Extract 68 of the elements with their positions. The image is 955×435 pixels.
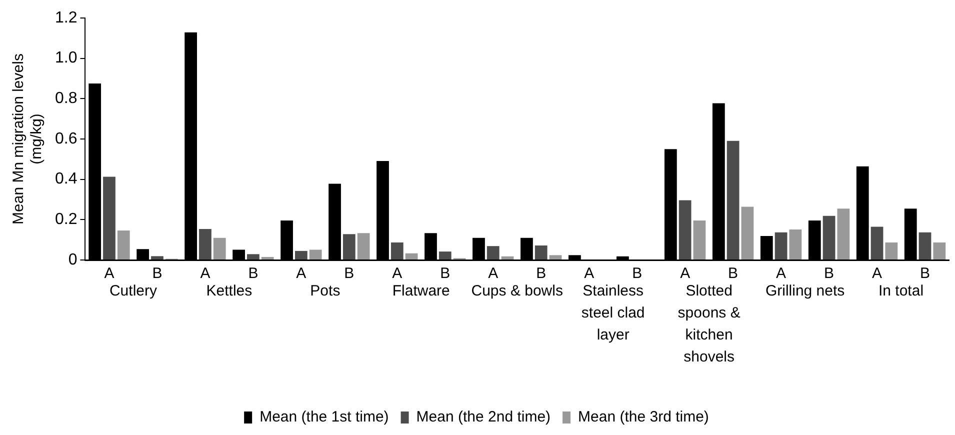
text: Flatware: [392, 282, 450, 300]
x-tick-label: A: [584, 265, 594, 282]
bar: [309, 250, 322, 260]
bar: [501, 256, 514, 260]
x-tick-label: A: [296, 265, 306, 282]
bar: [151, 256, 164, 260]
x-tick-label: B: [248, 265, 258, 282]
y-tick-label: 0: [68, 251, 78, 268]
x-tick-label: A: [872, 265, 882, 282]
bar: [342, 234, 356, 260]
x-tick-label: B: [344, 265, 354, 282]
legend-label: Mean (the 1st time): [260, 408, 389, 426]
x-tick-label: B: [152, 265, 162, 282]
text: In total: [878, 282, 924, 300]
bar: [870, 226, 884, 260]
bar: [103, 176, 116, 260]
x-tick-label: B: [920, 265, 930, 282]
bar: [678, 200, 692, 260]
text: Pots: [310, 282, 340, 300]
x-tick-label: A: [776, 265, 786, 282]
bar: [357, 233, 370, 260]
x-tick-label: B: [536, 265, 546, 282]
bar: [199, 228, 212, 260]
bar: [247, 254, 260, 260]
bar: [918, 232, 932, 260]
y-tick-label: 1.2: [54, 9, 78, 26]
y-axis-title: Mean Mn migration levels (mg/kg): [10, 54, 46, 224]
x-tick-label: B: [632, 265, 642, 282]
bar: [933, 242, 946, 260]
bar: [213, 238, 226, 260]
y-tick-label: 0.6: [54, 130, 78, 148]
bar: [741, 206, 754, 260]
y-tick-label: 1.0: [54, 50, 78, 67]
bar: [405, 253, 418, 260]
bar: [486, 246, 500, 260]
bar: [534, 245, 548, 260]
bar: [837, 208, 850, 260]
legend-label: Mean (the 2nd time): [416, 408, 551, 426]
x-tick-label: A: [392, 265, 402, 282]
legend-label: Mean (the 3rd time): [578, 408, 709, 426]
x-tick-label: A: [200, 265, 210, 282]
bar: [726, 140, 740, 260]
y-tick-label: 0.4: [54, 170, 78, 188]
bar: [117, 230, 130, 260]
text: Kettles: [206, 282, 252, 300]
text: Grilling nets: [765, 282, 845, 300]
bar: [693, 220, 706, 260]
bar: [774, 232, 788, 260]
bar: [438, 252, 452, 260]
y-tick-label: 0.2: [54, 211, 78, 228]
text: Stainless steel clad layer: [581, 282, 645, 344]
y-tick-label: 0.8: [54, 90, 78, 108]
bar: [885, 242, 898, 260]
x-tick-label: B: [728, 265, 738, 282]
bar: [294, 250, 308, 260]
x-tick-label: A: [104, 265, 114, 282]
x-tick-label: B: [824, 265, 834, 282]
bar: [549, 255, 562, 260]
bar: [789, 230, 802, 260]
x-tick-label: A: [488, 265, 498, 282]
x-tick-label: A: [680, 265, 690, 282]
bar: [261, 256, 274, 260]
text: Cups & bowls: [471, 282, 563, 300]
bar: [822, 216, 836, 260]
bar: [390, 242, 404, 260]
text: Slotted spoons & kitchen shovels: [678, 282, 740, 366]
x-tick-label: B: [440, 265, 450, 282]
text: Cutlery: [109, 282, 158, 300]
